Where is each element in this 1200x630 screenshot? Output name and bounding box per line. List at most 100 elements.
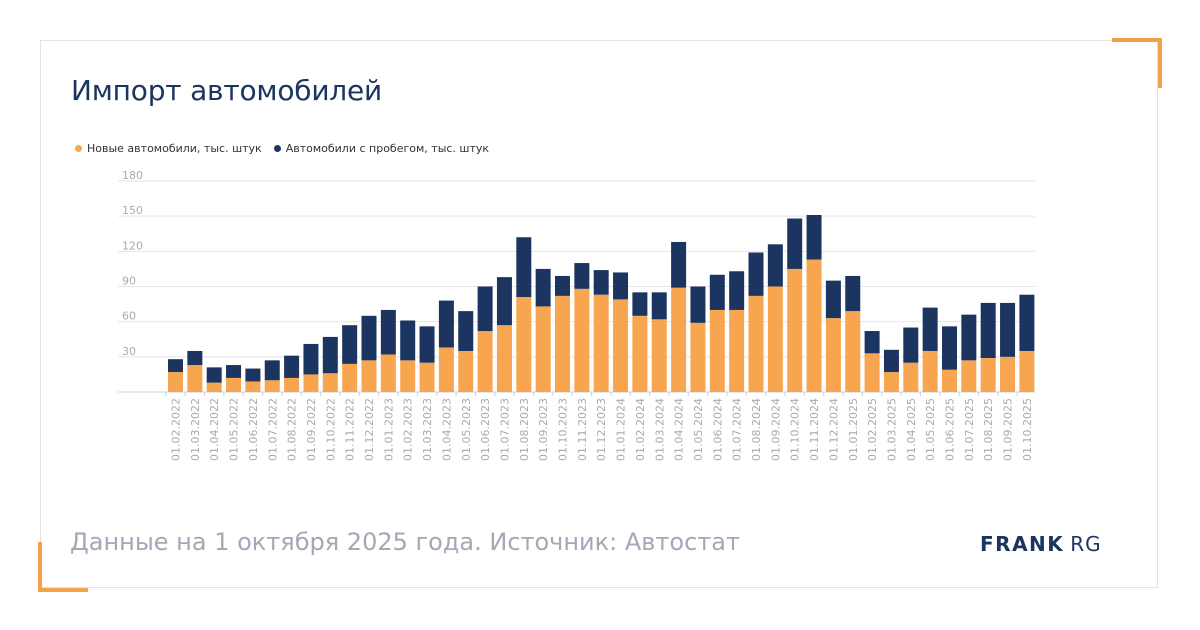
bar-new: [1019, 350, 1035, 392]
x-tick-label: 01.01.2024: [615, 398, 628, 461]
x-tick-label: 01.12.2022: [363, 398, 376, 461]
bar-used: [574, 263, 590, 289]
bar-new: [342, 363, 358, 392]
x-tick-label: 01.07.2022: [266, 398, 279, 461]
bar-new: [226, 377, 242, 392]
x-tick-label: 01.09.2024: [769, 398, 782, 461]
y-tick-label: 90: [122, 275, 136, 288]
bar-used: [187, 350, 203, 366]
x-tick-label: 01.01.2025: [847, 398, 860, 461]
bar-used: [922, 307, 938, 351]
bar-used: [767, 244, 783, 287]
legend-label-new: Новые автомобили, тыс. штук: [87, 142, 262, 155]
frank-rg-logo: FRANK RG: [980, 532, 1102, 556]
bar-new: [1000, 356, 1016, 392]
bar-used: [613, 272, 629, 300]
bar-new: [729, 309, 745, 392]
bar-new: [555, 295, 570, 392]
x-tick-label: 01.12.2024: [827, 398, 840, 461]
bar-used: [419, 326, 435, 363]
bar-new: [477, 331, 493, 392]
bar-new: [980, 358, 996, 392]
bar-new: [613, 299, 629, 392]
x-tick-label: 01.08.2024: [750, 398, 763, 461]
bar-used: [380, 309, 396, 355]
x-tick-label: 01.08.2023: [518, 398, 531, 461]
bar-used: [864, 331, 880, 354]
bar-used: [555, 275, 570, 296]
y-tick-label: 120: [122, 239, 143, 252]
bar-used: [709, 274, 725, 310]
bar-new: [767, 286, 783, 392]
accent-corner-bottom-left-v: [38, 542, 42, 592]
bar-new: [303, 374, 319, 392]
bar-new: [458, 350, 474, 392]
x-tick-label: 01.07.2024: [731, 398, 744, 461]
bar-used: [303, 343, 319, 375]
x-tick-label: 01.09.2023: [537, 398, 550, 461]
bar-new: [787, 268, 803, 392]
x-tick-label: 01.03.2025: [885, 398, 898, 461]
x-tick-label: 01.10.2023: [557, 398, 570, 461]
bar-new: [806, 259, 822, 392]
x-tick-label: 01.12.2023: [595, 398, 608, 461]
x-tick-label: 01.04.2024: [673, 398, 686, 461]
x-tick-label: 01.04.2025: [905, 398, 918, 461]
bar-new: [187, 365, 203, 392]
bar-used: [787, 218, 803, 269]
x-tick-label: 01.04.2022: [208, 398, 221, 461]
x-tick-label: 01.09.2025: [1002, 398, 1015, 461]
bar-new: [419, 362, 435, 392]
x-tick-label: 01.11.2022: [344, 398, 357, 461]
bar-new: [651, 319, 667, 392]
bar-used: [1019, 294, 1035, 351]
bar-used: [516, 237, 532, 298]
bar-used: [961, 314, 977, 361]
bar-used: [535, 268, 551, 307]
x-tick-label: 01.02.2022: [170, 398, 183, 461]
x-tick-label: 01.02.2024: [634, 398, 647, 461]
bar-new: [361, 360, 377, 392]
bar-used: [942, 326, 957, 370]
x-tick-label: 01.01.2023: [382, 398, 395, 461]
bar-used: [322, 336, 338, 374]
legend: Новые автомобили, тыс. штук Автомобили с…: [75, 142, 489, 155]
bar-new: [380, 354, 396, 392]
bar-used: [1000, 302, 1016, 357]
bar-new: [709, 309, 725, 392]
bar-new: [632, 315, 648, 392]
bar-used: [245, 368, 261, 382]
bar-used: [729, 271, 745, 310]
bar-used: [477, 286, 493, 332]
x-tick-label: 01.05.2024: [692, 398, 705, 461]
footer-source-note: Данные на 1 октября 2025 года. Источник:…: [70, 528, 740, 556]
y-tick-label: 150: [122, 204, 143, 217]
bar-used: [458, 311, 474, 351]
x-tick-label: 01.11.2023: [576, 398, 589, 461]
x-tick-label: 01.06.2023: [479, 398, 492, 461]
bar-new: [574, 288, 590, 392]
x-tick-label: 01.09.2022: [305, 398, 318, 461]
bar-new: [942, 369, 957, 392]
x-tick-label: 01.08.2025: [982, 398, 995, 461]
x-tick-label: 01.07.2025: [963, 398, 976, 461]
bar-new: [284, 377, 300, 392]
x-tick-label: 01.05.2023: [460, 398, 473, 461]
x-tick-label: 01.06.2024: [711, 398, 724, 461]
x-tick-label: 01.05.2022: [228, 398, 241, 461]
legend-dot-new: [75, 145, 82, 152]
logo-part-frank: FRANK: [980, 532, 1065, 556]
bar-new: [245, 381, 261, 392]
bar-new: [535, 306, 551, 392]
x-tick-label: 01.02.2025: [866, 398, 879, 461]
y-tick-label: 60: [122, 310, 136, 323]
bar-used: [825, 280, 841, 319]
bar-new: [496, 325, 512, 392]
x-tick-label: 01.07.2023: [498, 398, 511, 461]
x-tick-label: 01.06.2025: [944, 398, 957, 461]
bar-new: [883, 372, 899, 392]
legend-dot-used: [273, 145, 281, 152]
x-tick-label: 01.03.2023: [421, 398, 434, 461]
bar-new: [206, 382, 222, 392]
bar-new: [593, 294, 609, 392]
